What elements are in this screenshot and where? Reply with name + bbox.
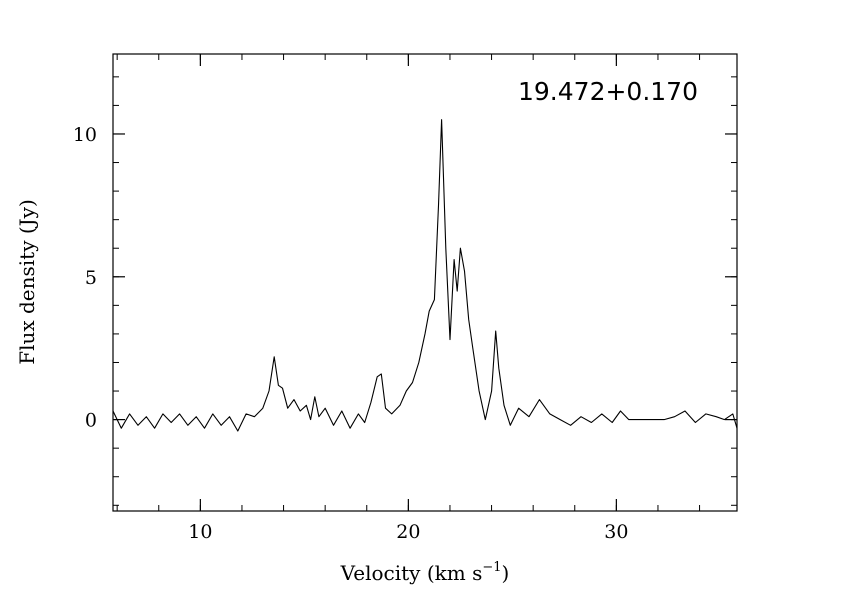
y-tick-label: 10 <box>73 124 97 146</box>
minor-ticks <box>113 54 737 511</box>
plot-frame <box>112 53 738 512</box>
x-axis-label-sup: −1 <box>482 560 501 575</box>
y-tick-label: 0 <box>85 410 97 432</box>
y-tick-labels: 0 5 10 <box>73 124 97 432</box>
x-axis-label: Velocity (km s−1) <box>340 560 510 585</box>
x-axis-label-main: Velocity (km s <box>340 561 483 585</box>
y-axis-label: Flux density (Jy) <box>15 199 39 365</box>
x-tick-label: 10 <box>188 521 212 543</box>
y-tick-label: 5 <box>85 267 97 289</box>
source-annotation: 19.472+0.170 <box>518 77 698 106</box>
major-ticks <box>113 54 737 511</box>
x-axis-label-close: ) <box>502 561 510 585</box>
x-tick-label: 20 <box>396 521 420 543</box>
spectrum-line <box>112 119 738 432</box>
x-tick-label: 30 <box>604 521 628 543</box>
x-tick-labels: 10 20 30 <box>188 521 628 543</box>
